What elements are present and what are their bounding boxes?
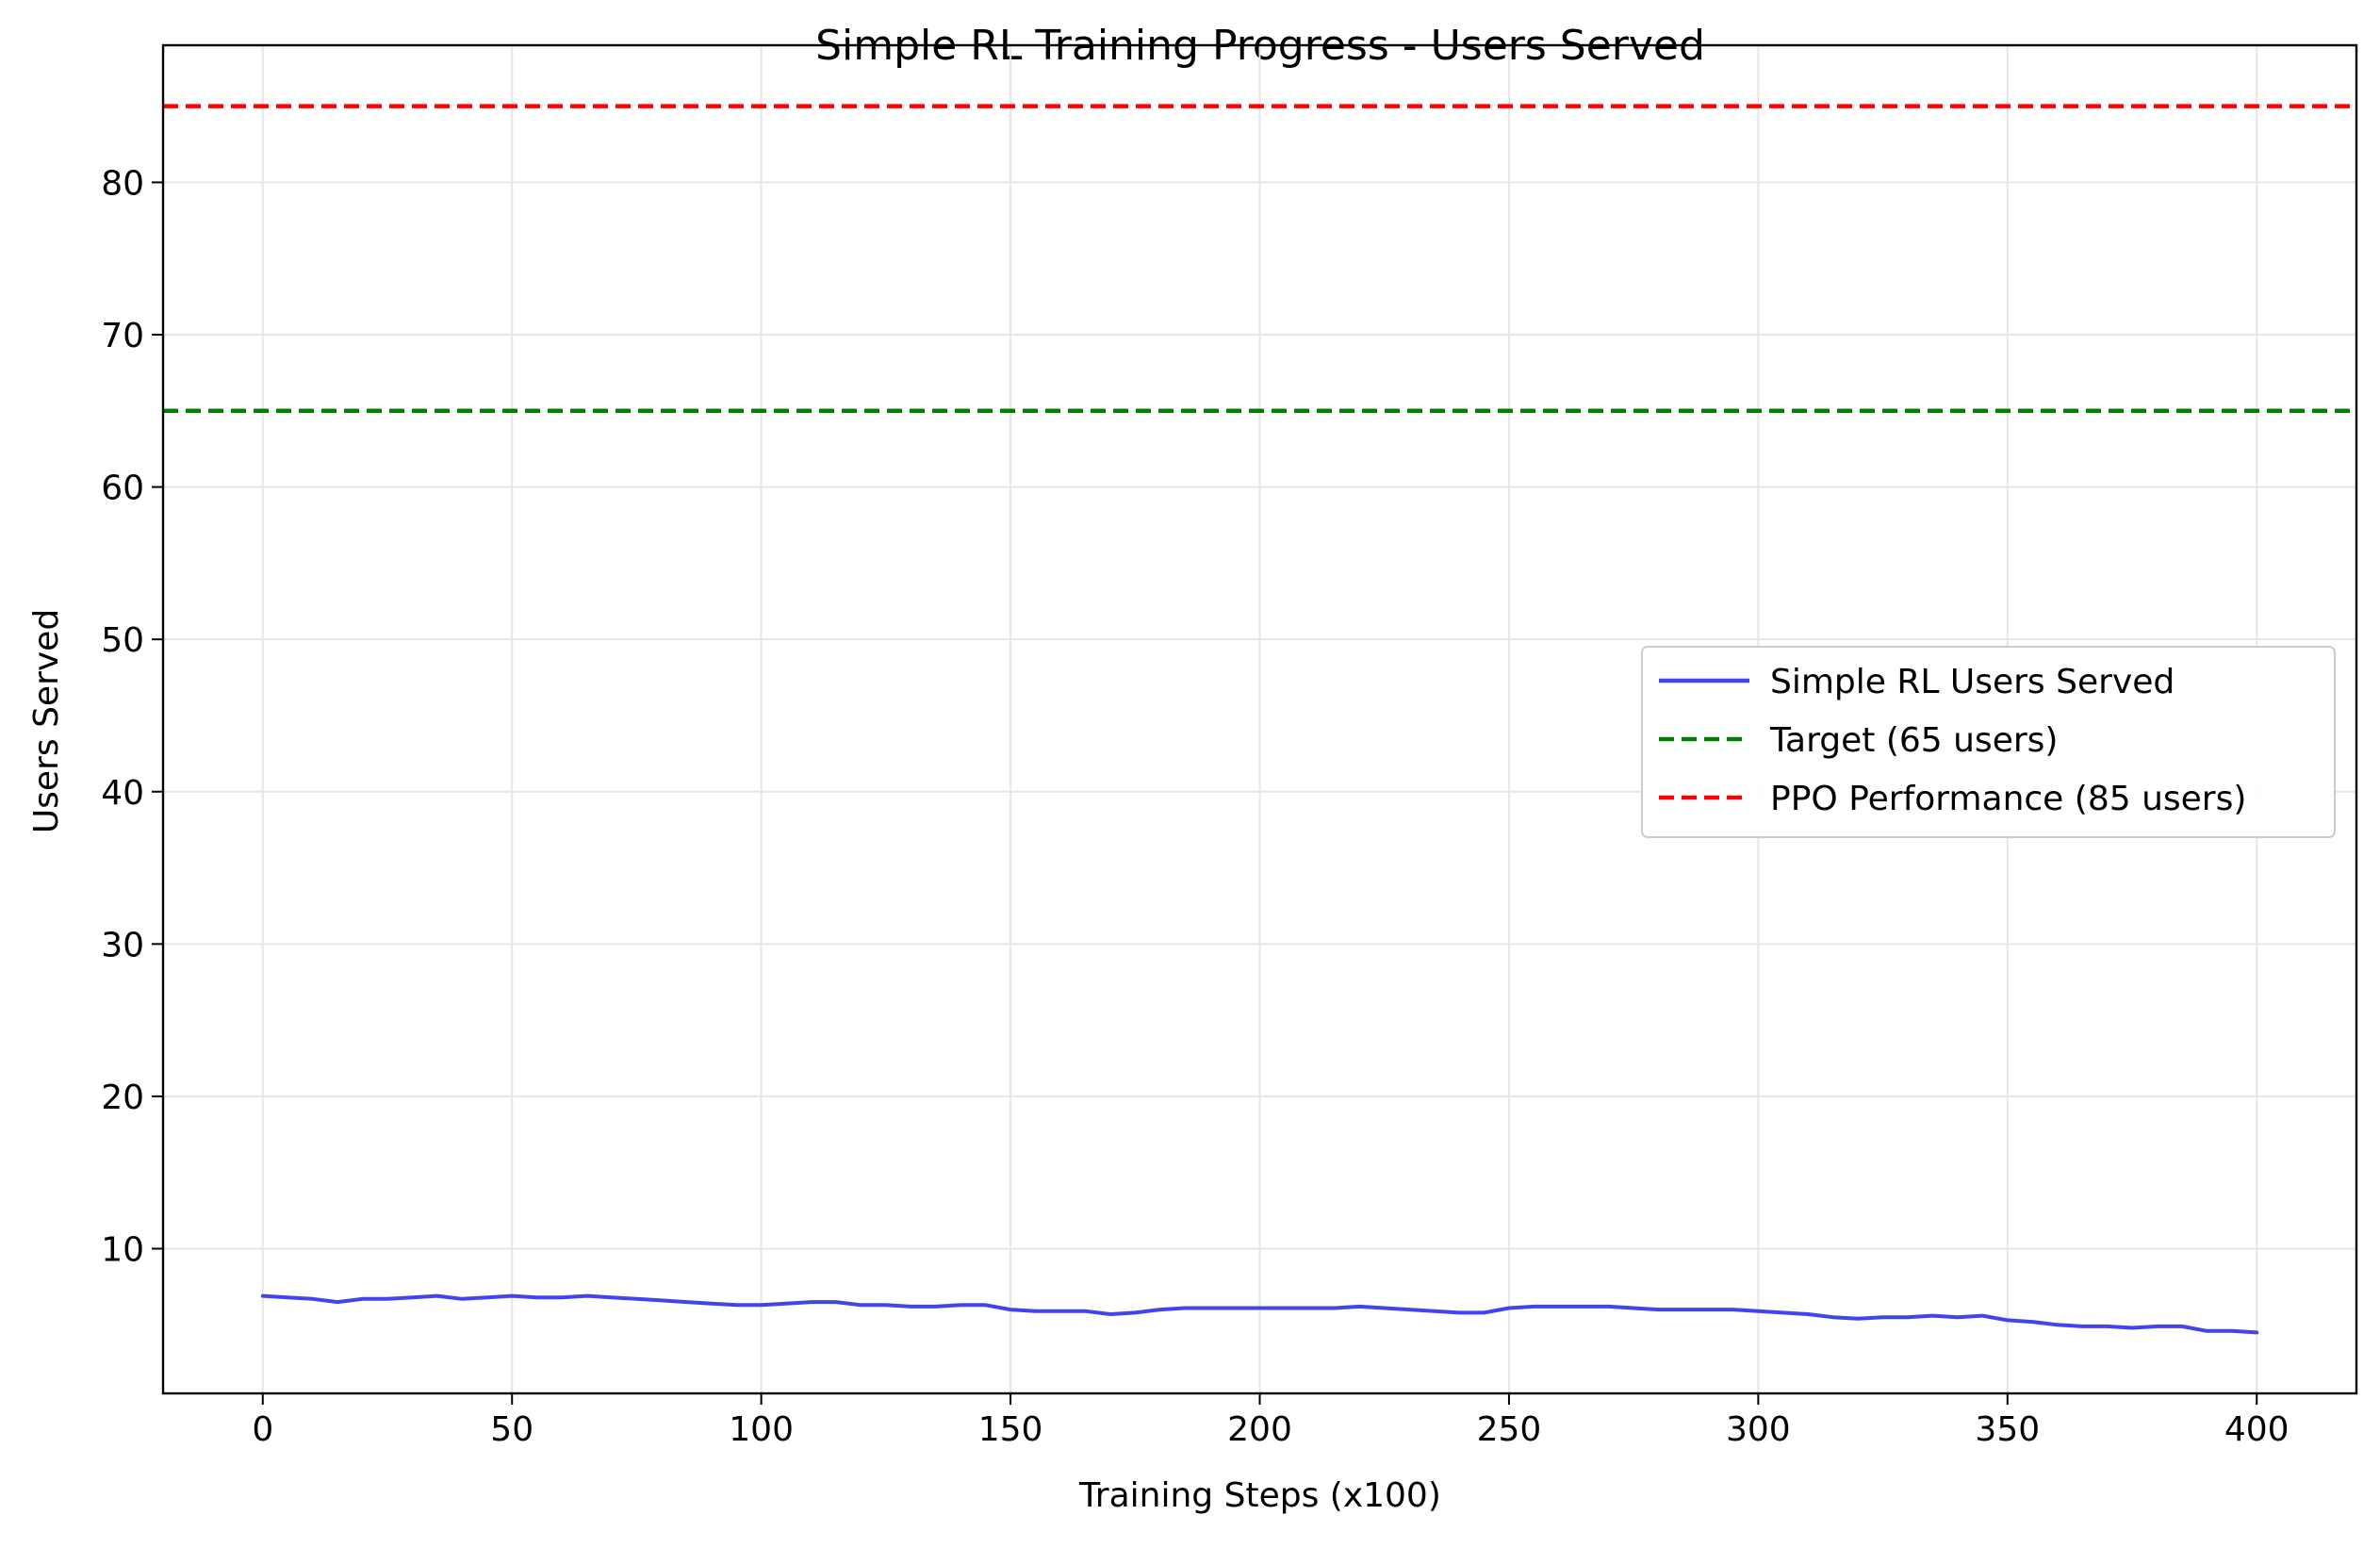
x-axis-ticks: 0 50 100 150 200 250 300 350 400	[252, 1393, 2290, 1449]
x-tick-label: 100	[729, 1410, 794, 1449]
x-tick-label: 300	[1726, 1410, 1791, 1449]
y-tick-label: 80	[101, 164, 144, 203]
y-tick-label: 50	[101, 621, 144, 660]
legend-box	[1641, 646, 2336, 838]
legend-label: Simple RL Users Served	[1770, 663, 2175, 701]
x-axis-label: Training Steps (x100)	[1078, 1476, 1441, 1515]
reference-lines	[163, 104, 2356, 414]
legend-label: Target (65 users)	[1769, 721, 2058, 760]
y-tick-label: 30	[101, 926, 144, 964]
y-axis-ticks: 10 20 30 40 50 60 70 80	[101, 164, 163, 1269]
y-tick-label: 20	[101, 1079, 144, 1117]
x-tick-label: 50	[490, 1410, 533, 1449]
y-tick-label: 70	[101, 317, 144, 355]
y-tick-label: 10	[101, 1230, 144, 1269]
series-lines	[260, 1293, 2259, 1335]
legend: Simple RL Users Served Target (65 users) P…	[1641, 646, 2336, 838]
x-tick-label: 400	[2224, 1410, 2290, 1449]
y-axis-label: Users Served	[27, 609, 66, 833]
legend-label: PPO Performance (85 users)	[1770, 780, 2246, 818]
x-tick-label: 250	[1477, 1410, 1542, 1449]
x-tick-label: 350	[1975, 1410, 2040, 1449]
x-tick-label: 200	[1227, 1410, 1292, 1449]
y-tick-label: 40	[101, 774, 144, 813]
x-tick-label: 0	[252, 1410, 273, 1449]
y-tick-label: 60	[101, 469, 144, 508]
x-tick-label: 150	[978, 1410, 1043, 1449]
grid-lines	[163, 45, 2356, 1393]
series-line	[260, 1293, 2259, 1335]
